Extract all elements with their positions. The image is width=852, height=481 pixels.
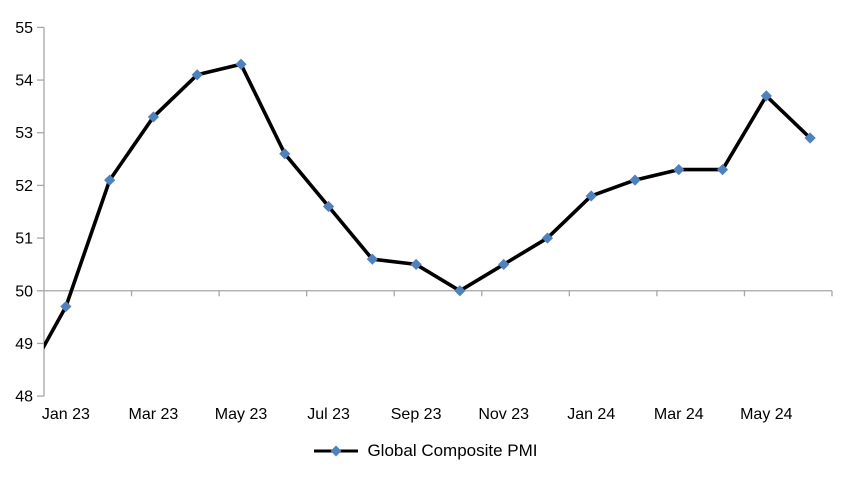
y-axis-label: 55: [15, 20, 33, 37]
y-axis-label: 50: [15, 283, 33, 300]
y-axis-label: 48: [15, 389, 33, 406]
x-axis-label: May 23: [215, 406, 268, 423]
x-axis-label: Sep 23: [391, 406, 442, 423]
x-axis-label: May 24: [740, 406, 793, 423]
y-axis-label: 53: [15, 125, 33, 142]
series-line: [44, 62, 812, 350]
legend: Global Composite PMI: [0, 441, 852, 461]
data-point-marker: [760, 90, 772, 102]
legend-label: Global Composite PMI: [367, 441, 538, 460]
y-axis-label: 54: [15, 73, 33, 90]
y-axis-labels: 48 49 50 51 52 53 54 55: [15, 20, 33, 406]
data-point-marker: [454, 285, 466, 297]
data-point-marker: [279, 148, 291, 160]
x-axis-labels: Jan 23 Mar 23 May 23 Jul 23 Sep 23 Nov 23 Jan …: [42, 406, 793, 423]
y-axis-label: 52: [15, 178, 33, 195]
data-point-marker: [147, 111, 160, 123]
y-axis: [37, 26, 45, 397]
x-axis-label: Jan 24: [567, 406, 615, 423]
x-axis-label: Jan 23: [42, 406, 90, 423]
data-point-marker: [585, 190, 597, 202]
data-point-marker: [541, 232, 554, 244]
data-point-marker: [804, 132, 816, 144]
data-point-marker: [366, 253, 378, 265]
data-point-marker: [104, 174, 116, 186]
data-point-marker: [235, 58, 247, 70]
data-point-marker: [60, 300, 72, 313]
legend-line-marker-icon: [314, 445, 359, 457]
series-global-composite-pmi: [44, 62, 812, 350]
data-point-marker: [322, 200, 335, 213]
data-point-marker: [191, 69, 203, 81]
x-axis-label: Mar 23: [129, 406, 179, 423]
y-axis-label: 51: [15, 231, 33, 248]
x-axis-label: Nov 23: [478, 406, 529, 423]
data-point-marker: [629, 174, 641, 186]
data-point-markers: [60, 58, 816, 313]
y-axis-label: 49: [15, 336, 33, 353]
x-axis-label: Jul 23: [307, 406, 350, 423]
data-point-marker: [410, 258, 422, 271]
category-axis: [44, 290, 833, 297]
data-point-marker: [716, 164, 729, 176]
data-point-marker: [673, 164, 685, 176]
x-axis-label: Mar 24: [654, 406, 704, 423]
data-point-marker: [498, 258, 510, 271]
